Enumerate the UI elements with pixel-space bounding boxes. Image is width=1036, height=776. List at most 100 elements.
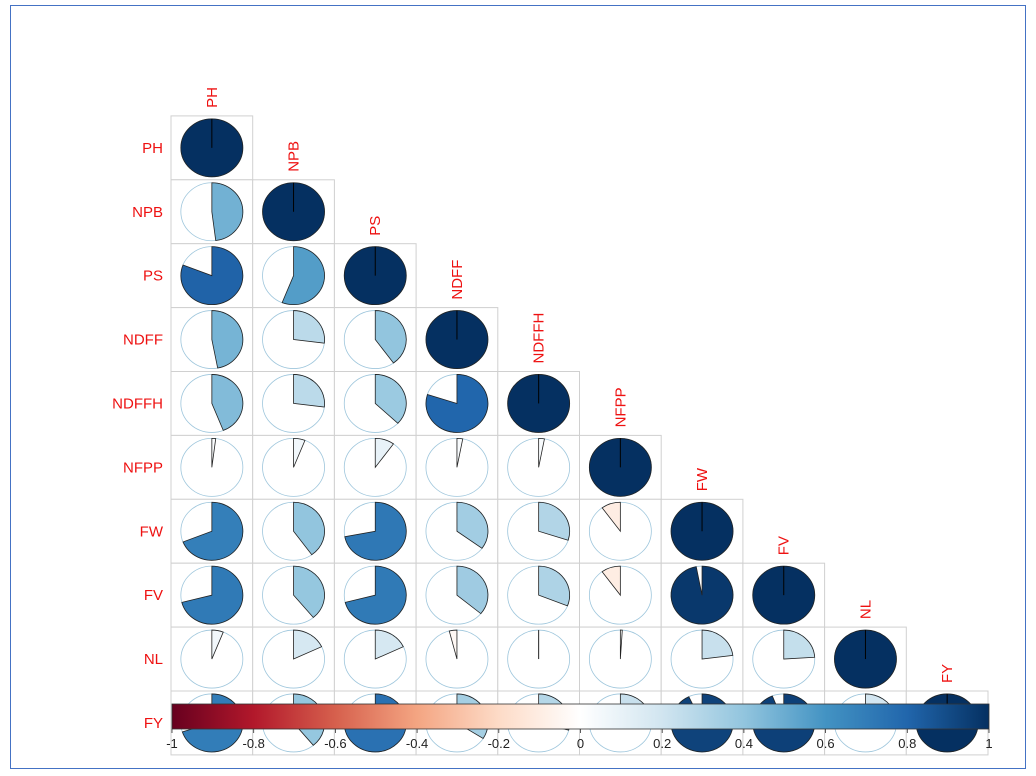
cell-NFPP-PS xyxy=(333,434,417,500)
pie-slice xyxy=(601,501,621,533)
col-label-PH: PH xyxy=(204,87,221,108)
pie-slice xyxy=(281,246,325,305)
pie-slice xyxy=(293,437,306,468)
cell-NL-FW xyxy=(660,626,744,692)
cell-PS-PH xyxy=(170,243,254,309)
col-label-FY: FY xyxy=(939,664,956,683)
cell-NDFF-NDFF xyxy=(415,307,499,373)
pie-slice xyxy=(456,501,489,549)
cell-PH-PH xyxy=(170,115,254,181)
cell-NL-PS xyxy=(333,626,417,692)
pie-slice xyxy=(374,374,407,424)
cell-NDFF-PS xyxy=(333,307,417,373)
pie-slice xyxy=(701,629,734,660)
cell-NFPP-NPB xyxy=(252,434,335,500)
pie-slice xyxy=(180,246,244,306)
cell-FW-FW xyxy=(660,498,744,564)
col-label-NL: NL xyxy=(857,600,874,619)
colorbar-tick-label: -0.2 xyxy=(488,736,510,751)
cell-NDFF-NPB xyxy=(252,307,335,373)
pie-slice xyxy=(211,629,224,660)
cell-FV-NFPP xyxy=(579,562,662,628)
cell-NL-NFPP xyxy=(579,626,662,692)
cell-NL-FV xyxy=(742,626,826,692)
pie-slice xyxy=(601,565,621,597)
cell-FV-NPB xyxy=(252,562,335,628)
cell-NL-NDFFH xyxy=(497,626,580,692)
cell-NFPP-PH xyxy=(170,434,254,500)
pie-slice xyxy=(293,374,325,408)
cell-NDFFH-NDFF xyxy=(415,371,499,436)
row-label-FY: FY xyxy=(144,715,163,732)
col-label-NPB: NPB xyxy=(286,141,303,172)
colorbar-tick-label: -1 xyxy=(166,736,178,751)
pie-slice xyxy=(538,501,571,541)
cell-NL-NPB xyxy=(252,626,335,692)
pie-slice xyxy=(374,310,407,364)
cell-FV-PS xyxy=(333,562,417,628)
colorbar-gradient xyxy=(171,703,990,730)
cell-FW-PH xyxy=(170,498,254,564)
color-legend: -1 -0.8 -0.6 -0.4 -0.2 0 0.2 0.4 0.6 0.8 1 xyxy=(166,703,993,751)
row-label-NL: NL xyxy=(144,651,163,668)
cell-PS-PS xyxy=(333,243,417,309)
cell-NL-NDFF xyxy=(415,626,499,692)
cell-FW-NDFF xyxy=(415,498,499,564)
col-label-FV: FV xyxy=(776,536,793,555)
colorbar-tick-label: 0.8 xyxy=(898,736,916,751)
cell-NDFF-PH xyxy=(170,307,254,373)
pie-slice xyxy=(538,565,571,607)
colorbar-tick-label: 0.2 xyxy=(653,736,671,751)
pie-slice xyxy=(374,437,395,469)
pie-slice xyxy=(211,374,244,431)
cell-PS-NPB xyxy=(252,243,335,309)
pie-slice xyxy=(425,374,489,433)
col-label-NFPP: NFPP xyxy=(612,387,629,427)
row-label-PH: PH xyxy=(142,140,163,157)
col-label-NDFF: NDFF xyxy=(449,260,466,300)
cell-FW-NPB xyxy=(252,498,335,564)
cell-FW-NFPP xyxy=(579,498,662,564)
cell-FV-NDFFH xyxy=(497,562,580,628)
colorbar-tick-label: -0.6 xyxy=(324,736,346,751)
pie-slice xyxy=(456,565,489,615)
row-label-NPB: NPB xyxy=(132,204,163,221)
colorbar-tick-label: 1 xyxy=(985,736,992,751)
correlation-cells xyxy=(170,115,989,756)
col-label-PS: PS xyxy=(367,216,384,236)
pie-slice xyxy=(211,437,217,468)
cell-NPB-NPB xyxy=(252,179,335,245)
cell-NFPP-NDFFH xyxy=(497,434,580,500)
cell-NDFFH-NPB xyxy=(252,371,335,436)
pie-slice xyxy=(448,629,458,660)
col-label-NDFFH: NDFFH xyxy=(531,313,548,364)
pie-slice xyxy=(293,565,325,619)
pie-slice xyxy=(181,565,244,625)
row-label-NDFFH: NDFFH xyxy=(112,395,163,412)
pie-slice xyxy=(211,310,244,369)
colorbar-tick-label: 0.4 xyxy=(735,736,753,751)
pie-slice xyxy=(783,629,816,660)
row-label-PS: PS xyxy=(143,268,163,285)
cell-NFPP-NDFF xyxy=(415,434,499,500)
cell-NDFFH-PH xyxy=(170,371,254,436)
pie-slice xyxy=(211,182,244,241)
cell-FV-FW xyxy=(660,562,744,628)
cell-FV-FV xyxy=(742,562,826,628)
pie-slice xyxy=(374,629,404,660)
cell-NDFFH-PS xyxy=(333,371,417,436)
pie-slice xyxy=(619,629,623,660)
pie-slice xyxy=(670,565,734,625)
cell-NFPP-NFPP xyxy=(579,434,662,500)
row-label-FV: FV xyxy=(144,587,163,604)
pie-slice xyxy=(182,501,244,561)
pie-slice xyxy=(293,501,325,556)
cell-FW-NDFFH xyxy=(497,498,580,564)
colorbar-tick-label: 0.6 xyxy=(817,736,835,751)
pie-slice xyxy=(344,501,407,561)
col-label-FW: FW xyxy=(694,467,711,491)
cell-FW-PS xyxy=(333,498,417,564)
variable-labels: PH PH NPB NPB PS PS NDFF NDFF NDFFH NDFFH NFPP NFPP… xyxy=(112,87,956,732)
colorbar-tick-label: 0 xyxy=(577,736,584,751)
